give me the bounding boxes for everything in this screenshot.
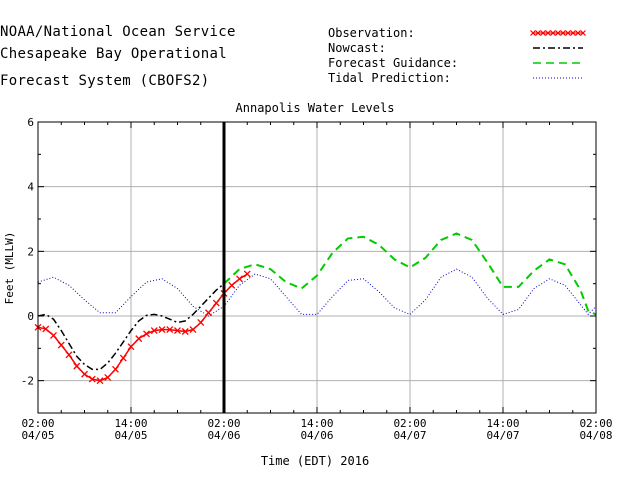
observation-point xyxy=(73,362,81,370)
x-tick-label-time: 02:00 xyxy=(579,417,612,430)
x-tick-label-date: 04/05 xyxy=(21,429,54,442)
x-tick-label-date: 04/06 xyxy=(207,429,240,442)
x-tick-label-date: 04/08 xyxy=(579,429,612,442)
x-tick-label-date: 04/07 xyxy=(393,429,426,442)
header-system-line1: Chesapeake Bay Operational xyxy=(0,46,227,62)
observation-point xyxy=(205,309,212,317)
observation-point xyxy=(197,319,205,326)
x-tick-label-time: 02:00 xyxy=(207,417,240,430)
observation-point xyxy=(96,377,104,385)
series-forecast-guidance xyxy=(223,232,597,316)
observation-point xyxy=(181,328,189,335)
observation-point xyxy=(65,351,73,359)
observation-point xyxy=(57,341,65,349)
series-nowcast xyxy=(37,283,225,371)
observation-point xyxy=(104,373,112,381)
legend-label-tidal: Tidal Prediction: xyxy=(328,71,451,85)
legend-label-nowcast: Nowcast: xyxy=(328,41,386,55)
x-tick-label-date: 04/07 xyxy=(486,429,519,442)
x-tick-label-date: 04/06 xyxy=(300,429,333,442)
chart-title: Annapolis Water Levels xyxy=(236,101,395,115)
header-system-line2: Forecast System (CBOFS2) xyxy=(0,73,210,89)
observation-point xyxy=(119,354,127,362)
x-tick-label-date: 04/05 xyxy=(114,429,147,442)
x-tick-label-time: 14:00 xyxy=(486,417,519,430)
observation-point xyxy=(112,365,119,373)
legend-label-forecast: Forecast Guidance: xyxy=(328,56,459,70)
observation-point xyxy=(243,270,251,278)
legend-swatches xyxy=(530,30,586,79)
observation-point xyxy=(236,275,243,283)
observation-point xyxy=(127,343,135,351)
header-agency: NOAA/National Ocean Service xyxy=(0,24,236,40)
x-tick-label-time: 02:00 xyxy=(393,417,426,430)
observation-point xyxy=(50,331,57,339)
grid xyxy=(38,121,596,413)
y-tick-label: 0 xyxy=(27,310,34,323)
y-tick-label: -2 xyxy=(21,375,34,388)
x-tick-label-time: 14:00 xyxy=(300,417,333,430)
axes: -2024602:0004/0514:0004/0502:0004/0614:0… xyxy=(21,116,613,442)
observation-point xyxy=(158,326,166,334)
series-observation xyxy=(34,270,251,385)
observation-point xyxy=(150,327,158,335)
observation-point xyxy=(88,375,96,383)
x-axis-label: Time (EDT) 2016 xyxy=(261,454,369,468)
observation-point xyxy=(174,327,181,335)
y-axis-label: Feet (MLLW) xyxy=(3,232,16,305)
legend-swatch-observation xyxy=(530,30,586,36)
observation-point xyxy=(42,325,50,333)
observation-line xyxy=(37,273,248,382)
observation-point xyxy=(166,326,174,334)
y-tick-label: 4 xyxy=(27,181,34,194)
observation-point xyxy=(143,330,150,338)
observation-point xyxy=(189,326,197,334)
observation-point xyxy=(212,299,220,307)
series-layer xyxy=(34,122,597,413)
y-tick-label: 6 xyxy=(27,116,34,129)
x-tick-label-time: 14:00 xyxy=(114,417,147,430)
observation-point xyxy=(81,370,88,378)
observation-point xyxy=(135,335,143,343)
legend-label-observation: Observation: xyxy=(328,26,415,40)
x-tick-label-time: 02:00 xyxy=(21,417,54,430)
observation-point xyxy=(228,281,236,289)
y-tick-label: 2 xyxy=(27,245,34,258)
